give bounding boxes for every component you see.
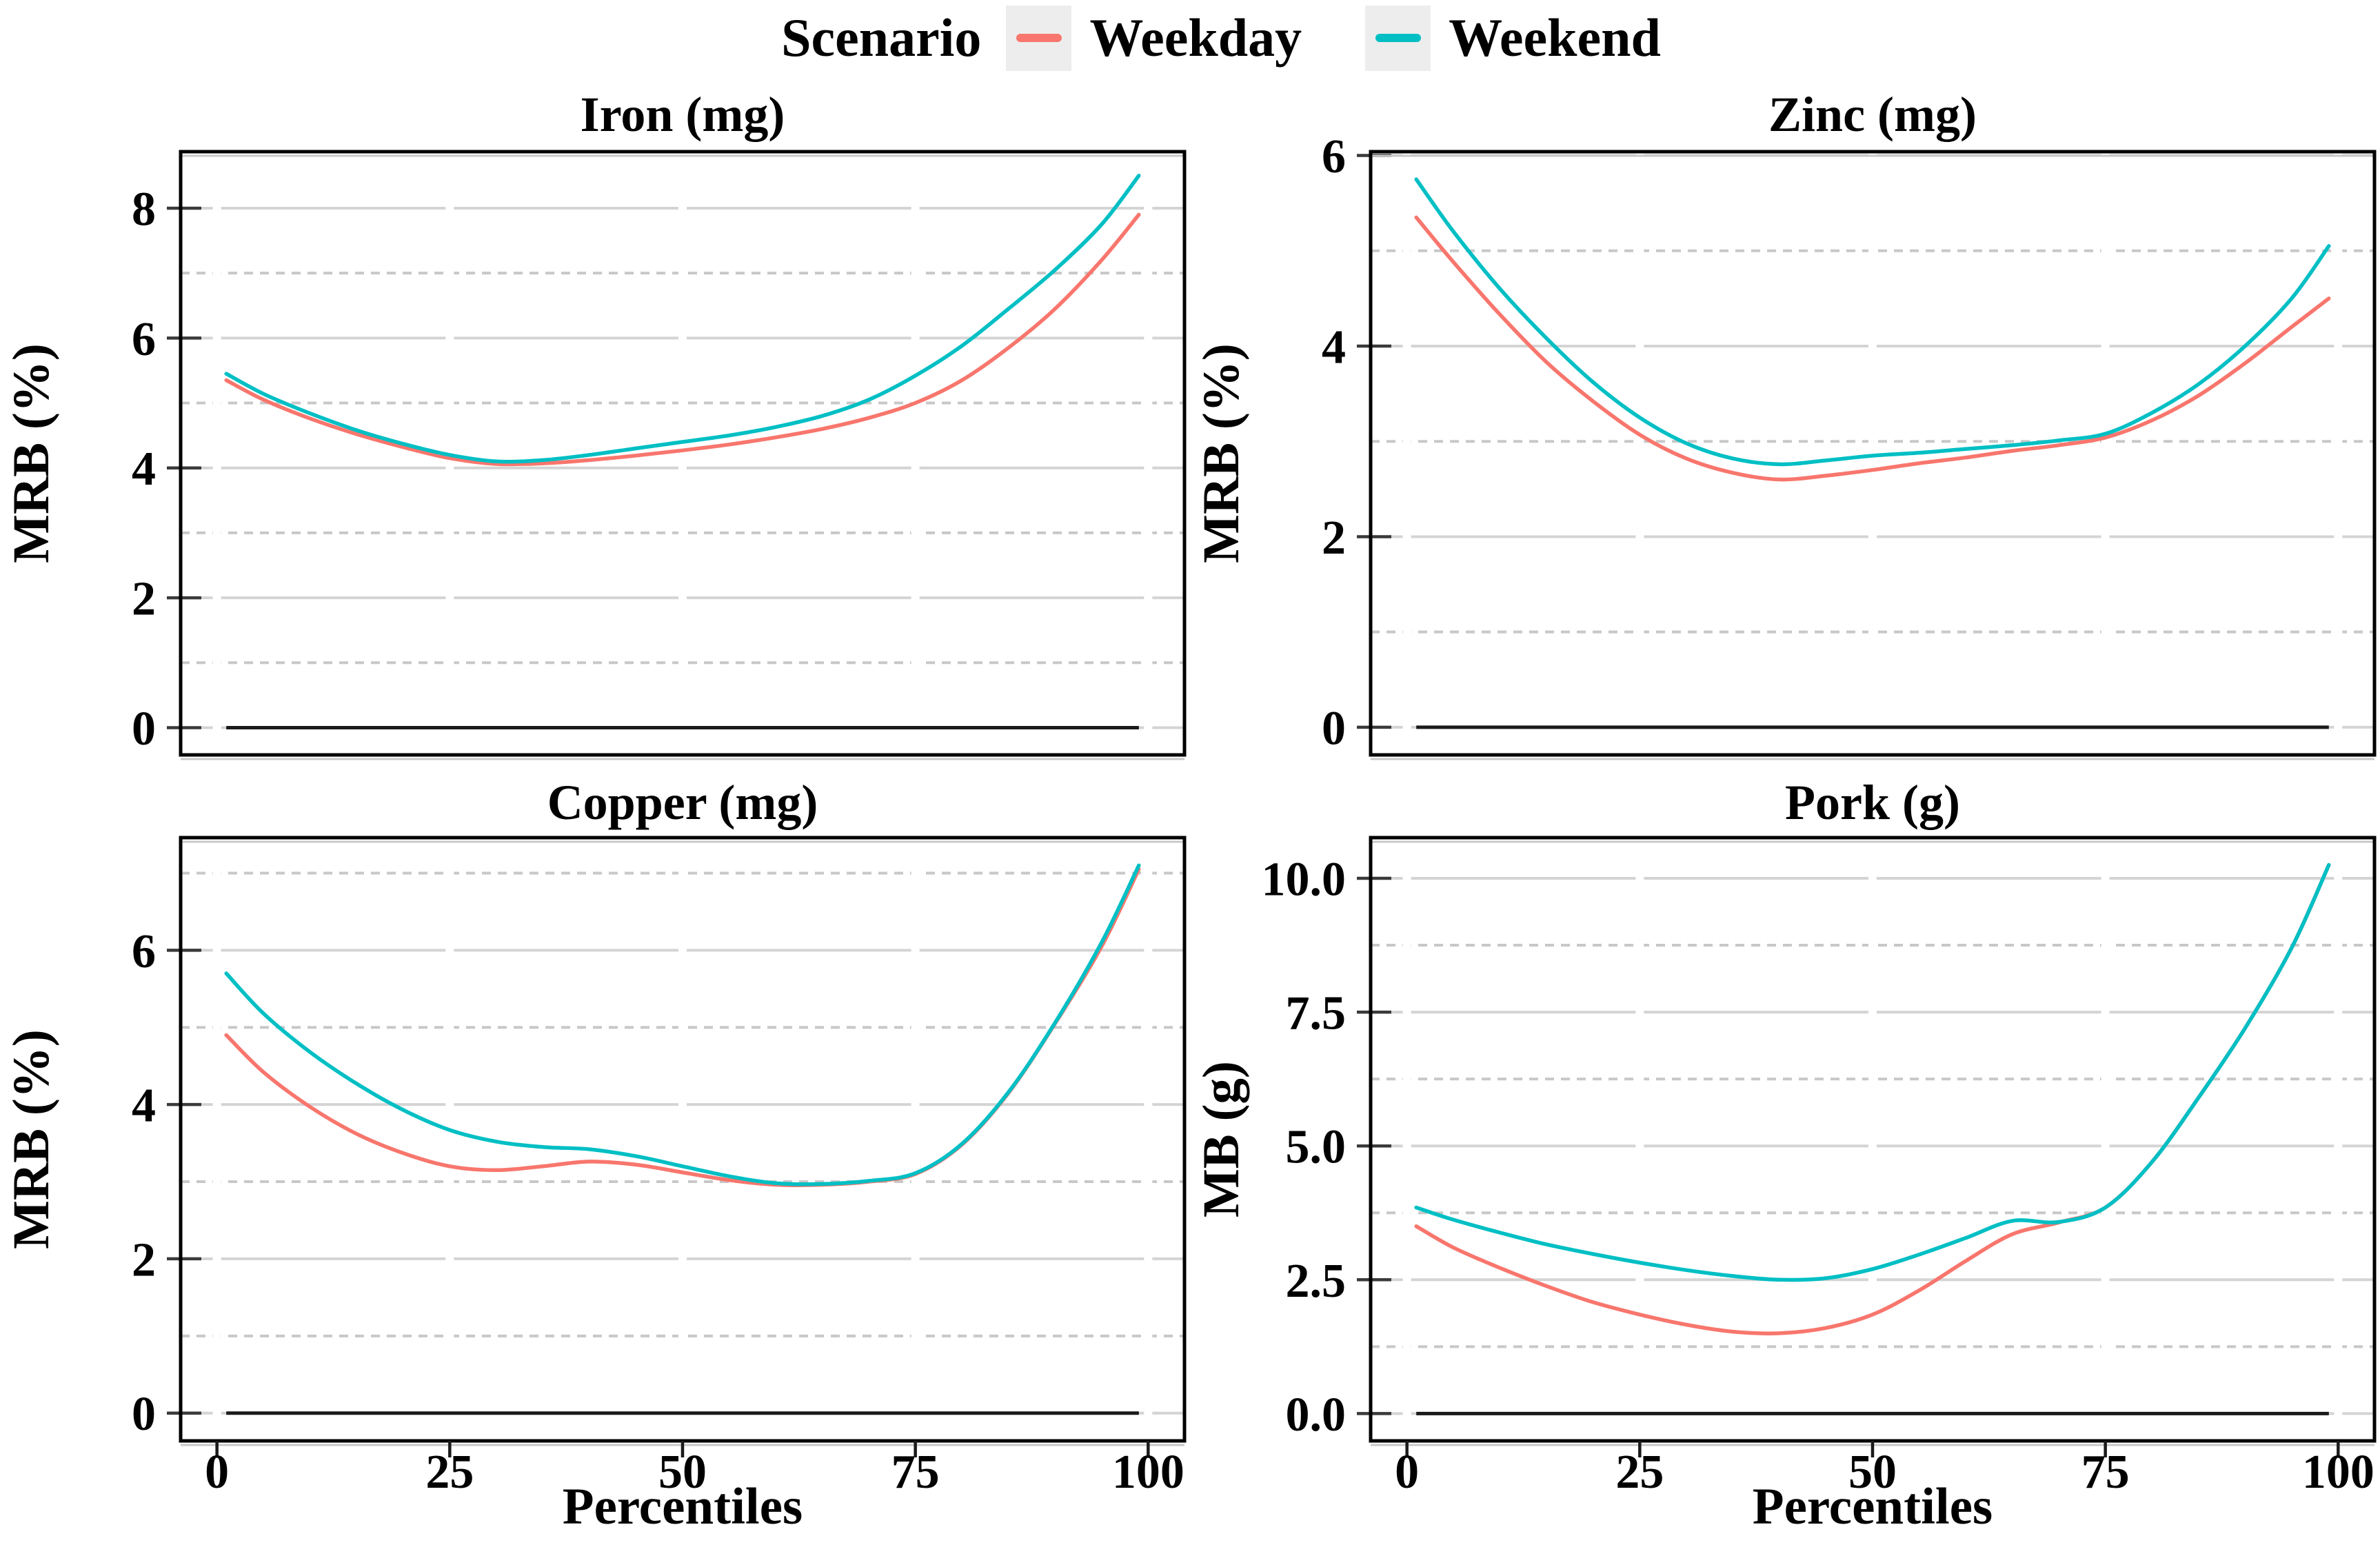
- y-tick-label: 7.5: [1286, 987, 1347, 1040]
- weekday-line-icon: [1016, 34, 1062, 42]
- legend: Scenario Weekday Weekend: [0, 0, 2380, 76]
- x-tick-label: 0: [205, 1446, 229, 1499]
- y-tick-label: 2: [132, 573, 156, 626]
- x-tick-label: 75: [891, 1446, 940, 1499]
- chart-svg-iron: 0 2 4 6 8 Iron (mg) MRB (%): [3, 87, 1187, 760]
- weekend-key-swatch: [1365, 5, 1431, 71]
- y-tick-label: 0: [132, 1388, 156, 1441]
- y-tick-label: 2: [132, 1233, 156, 1286]
- y-tick-label: 0.0: [1286, 1388, 1347, 1442]
- panel-iron: 0 2 4 6 8 Iron (mg) MRB (%): [0, 76, 1190, 765]
- x-tick-label: 25: [1615, 1446, 1664, 1499]
- y-tick-label: 0: [132, 703, 156, 756]
- y-tick-label: 4: [1322, 321, 1346, 374]
- y-tick-label: 6: [1322, 130, 1346, 183]
- y-axis-title: MRB (%): [1193, 343, 1250, 563]
- panel-border: [1369, 150, 2377, 757]
- y-tick-label: 4: [132, 1080, 156, 1133]
- y-axis-title: MRB (%): [3, 343, 60, 563]
- y-tick-label: 5.0: [1286, 1121, 1347, 1174]
- panel-zinc: 0 2 4 6 Zinc (mg) MRB (%): [1190, 76, 2380, 765]
- panel-pork: 0.0 2.5 5.0 7.5 10.0 Pork (g) MB (g) 0 25 50 75 100…: [1190, 765, 2380, 1553]
- y-tick-label: 6: [132, 925, 156, 978]
- y-tick-label: 0: [1322, 702, 1346, 755]
- panel-border: [179, 150, 1187, 757]
- x-tick-label: 0: [1395, 1446, 1419, 1499]
- legend-item-weekday: Weekday: [1006, 5, 1302, 71]
- chart-svg-pork: 0.0 2.5 5.0 7.5 10.0 Pork (g) MB (g) 0 25 50 75 100…: [1193, 775, 2377, 1535]
- weekday-key-swatch: [1006, 5, 1072, 71]
- y-tick-label: 2: [1322, 512, 1346, 565]
- panel-title: Zinc (mg): [1768, 87, 1977, 142]
- x-axis-title: Percentiles: [1753, 1478, 1993, 1535]
- x-tick-label: 100: [1112, 1446, 1184, 1499]
- panel-title: Pork (g): [1785, 775, 1960, 830]
- x-tick-label: 75: [2081, 1446, 2130, 1499]
- weekday-line: [224, 212, 1141, 467]
- weekend-line: [1414, 177, 2331, 467]
- legend-item-weekend: Weekend: [1365, 5, 1661, 71]
- weekend-line: [224, 863, 1141, 1186]
- y-tick-label: 8: [132, 183, 156, 236]
- x-axis-title: Percentiles: [563, 1478, 803, 1535]
- legend-label-weekday: Weekday: [1089, 8, 1302, 68]
- x-tick-label: 25: [425, 1446, 474, 1499]
- y-tick-label: 10.0: [1262, 853, 1347, 907]
- panel-title: Iron (mg): [581, 87, 785, 142]
- panel-title: Copper (mg): [547, 775, 818, 830]
- legend-title: Scenario: [781, 8, 982, 68]
- x-tick-label: 50: [658, 1446, 707, 1499]
- chart-svg-copper: 0 2 4 6 Copper (mg) MRB (%) 0 25 50 75 100 Percenti…: [3, 775, 1187, 1535]
- chart-svg-zinc: 0 2 4 6 Zinc (mg) MRB (%): [1193, 87, 2377, 760]
- y-tick-label: 4: [132, 443, 156, 496]
- weekend-line-icon: [1375, 34, 1421, 42]
- panel-copper: 0 2 4 6 Copper (mg) MRB (%) 0 25 50 75 100 Percenti…: [0, 765, 1190, 1553]
- x-tick-label: 50: [1848, 1446, 1897, 1499]
- weekend-line: [224, 174, 1141, 464]
- y-tick-label: 6: [132, 313, 156, 366]
- weekday-line: [1414, 215, 2331, 482]
- y-axis-title: MB (g): [1193, 1061, 1250, 1217]
- x-tick-label: 100: [2302, 1446, 2374, 1499]
- y-tick-label: 2.5: [1286, 1255, 1347, 1308]
- y-axis-title: MRB (%): [3, 1029, 60, 1249]
- legend-label-weekend: Weekend: [1449, 8, 1661, 68]
- weekend-line: [1414, 862, 2331, 1282]
